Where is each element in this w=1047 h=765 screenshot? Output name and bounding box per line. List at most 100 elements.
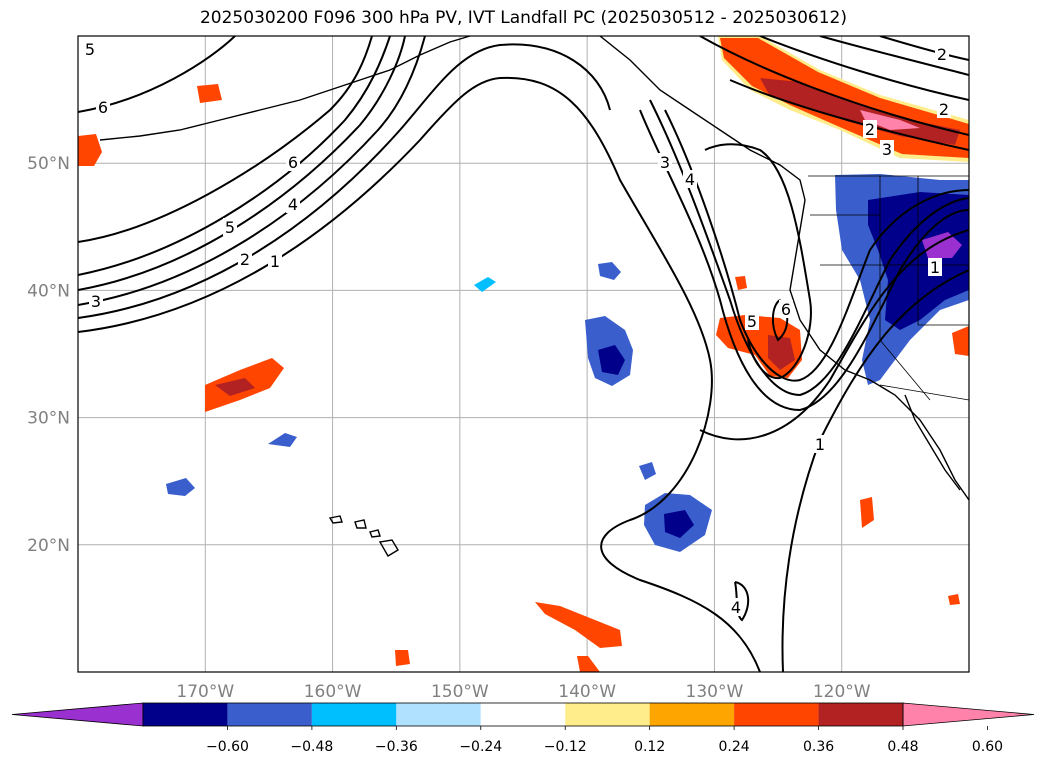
shade-negative-3: [598, 262, 621, 280]
colorbar-segment: [565, 703, 650, 726]
shade-positive-small-1: [735, 276, 747, 290]
shade-positive-7: [577, 656, 600, 672]
alaska-coast: [99, 36, 471, 141]
state-border: [917, 176, 969, 326]
lon-tick-label: 120°W: [813, 682, 871, 702]
colorbar-segment: [227, 703, 312, 726]
shade-positive-10: [948, 594, 960, 605]
colorbar-segment: [311, 703, 397, 726]
contour-line: [78, 76, 761, 672]
longitude-labels: 170°W 160°W 150°W 140°W 130°W 120°W: [176, 682, 870, 702]
colorbar-tick-label: 0.48: [887, 739, 918, 755]
contour-label: 3: [660, 153, 670, 172]
colorbar-tick-label: 0.24: [719, 739, 750, 755]
contour-label: 1: [815, 435, 825, 454]
latitude-labels: 50°N 40°N 30°N 20°N: [27, 154, 70, 556]
colorbar-segment: [396, 703, 481, 726]
contour-label: 3: [882, 140, 892, 159]
colorbar-extend-min: [11, 702, 144, 727]
contour-label-bg: [286, 153, 300, 171]
lat-tick-label: 30°N: [27, 409, 70, 429]
colorbar-tick-label: 0.36: [803, 739, 834, 755]
colorbar-tick-label: −0.48: [290, 739, 333, 755]
contour-line: [664, 109, 969, 382]
contour-label: 5: [225, 218, 235, 237]
contour-label: 2: [939, 100, 949, 119]
shade-positive-nw-peak: [860, 110, 920, 130]
contour-line: [729, 79, 969, 151]
hawaii-island: [328, 515, 343, 524]
contour-label: 1: [930, 258, 940, 277]
contour-label-bg: [880, 140, 894, 158]
map-title: 2025030200 F096 300 hPa PV, IVT Landfall…: [199, 8, 847, 28]
shade-positive-cutoff-core: [768, 335, 795, 370]
hawaii-island: [378, 539, 399, 557]
contour-label: 4: [731, 598, 741, 617]
contour-label-bg: [935, 45, 949, 63]
contour-label: 4: [685, 170, 695, 189]
contour-label-bg: [683, 170, 697, 188]
shade-negative-5: [166, 478, 195, 496]
contour-label: 3: [91, 292, 101, 311]
shade-positive-3: [197, 84, 222, 103]
colorbar-segment: [818, 703, 903, 726]
colorbar-extend-max: [902, 702, 1035, 727]
contour-label-bg: [83, 40, 97, 58]
shade-negative-1-core: [598, 345, 625, 375]
us-mexico-border: [879, 384, 969, 401]
shade-negative-2-core: [664, 510, 694, 538]
shade-positive-5: [535, 602, 622, 648]
hawaii-island: [354, 519, 367, 529]
shade-negative-us-core: [868, 192, 969, 330]
colorbar-segment: [649, 703, 735, 726]
borders: [808, 175, 969, 401]
ivt-shading: [78, 36, 969, 672]
contour-line: [78, 36, 426, 306]
shade-positive-8: [860, 497, 874, 528]
colorbar-tick-label: 0.12: [634, 739, 665, 755]
colorbar-tick-label: −0.36: [375, 739, 418, 755]
contour-label-bg: [779, 300, 793, 318]
contour-line: [78, 36, 406, 291]
contour-line: [78, 36, 373, 243]
us-west-coast: [789, 199, 969, 501]
coastlines: [99, 36, 969, 557]
hawaii-island: [369, 529, 381, 538]
contour-label-bg: [223, 218, 237, 236]
colorbar-frame: [142, 702, 904, 727]
lat-tick-label: 50°N: [27, 154, 70, 174]
shade-negative-7: [474, 277, 496, 292]
lon-tick-label: 150°W: [431, 682, 489, 702]
contour-label-bg: [89, 292, 103, 310]
contour-label: 6: [288, 153, 298, 172]
contour-label-bg: [813, 435, 827, 453]
contour-label-bg: [268, 252, 282, 270]
pv-contours: [78, 36, 969, 672]
contour-line: [734, 581, 750, 622]
contour-label-bg: [928, 258, 942, 276]
lat-tick-label: 40°N: [27, 281, 70, 301]
contour-label-bg: [658, 153, 672, 171]
contour-label: 6: [781, 300, 791, 319]
shade-positive-4: [78, 134, 102, 166]
lon-tick-label: 140°W: [558, 682, 616, 702]
shade-negative-us-peak: [922, 232, 962, 258]
lon-tick-label: 130°W: [686, 682, 744, 702]
colorbar-tick-label: −0.24: [459, 739, 502, 755]
colorbar-segment: [143, 703, 228, 726]
shade-positive-2-core: [215, 378, 255, 396]
contour-line: [639, 109, 969, 412]
contour-label: 4: [288, 195, 298, 214]
contour-label: 2: [937, 45, 947, 64]
map-frame: [77, 35, 970, 673]
contour-line: [78, 43, 611, 319]
colorbar-tick-label: −0.12: [544, 739, 587, 755]
contour-line: [879, 36, 969, 61]
contour-line: [704, 143, 812, 380]
colorbar-tick-label: 0.60: [972, 739, 1003, 755]
contour-label-bg: [286, 195, 300, 213]
lon-tick-label: 160°W: [304, 682, 362, 702]
contour-line: [78, 36, 391, 276]
